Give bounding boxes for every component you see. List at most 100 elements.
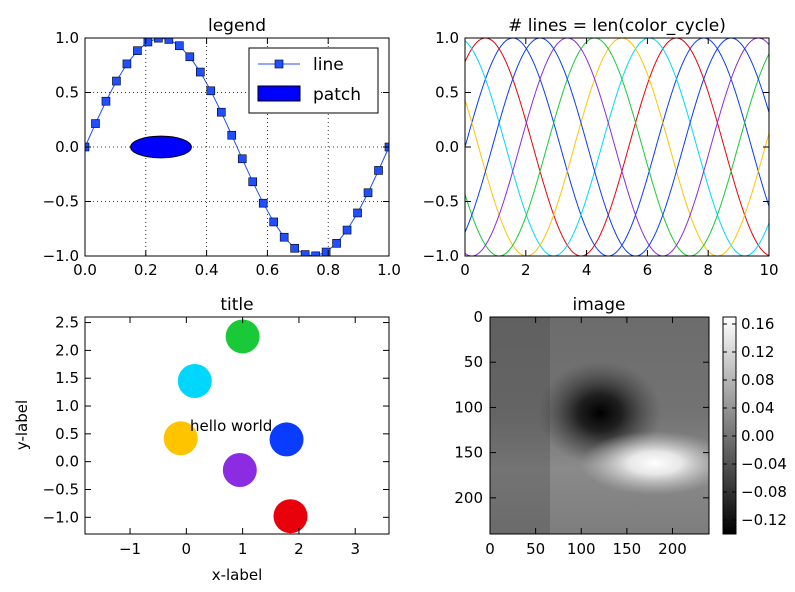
plot3-scatter-point bbox=[222, 453, 257, 488]
plot1-line-marker bbox=[300, 250, 310, 256]
plot1-ytick-label: 0.0 bbox=[55, 138, 79, 156]
plot1-line-marker bbox=[342, 225, 352, 235]
plot1-xtick-label: 1.0 bbox=[377, 261, 401, 279]
colorbar-tick-label: 0.12 bbox=[741, 343, 774, 361]
plot1-line-marker bbox=[248, 177, 258, 187]
plot3-xtick-label: 2 bbox=[294, 540, 304, 558]
plot2-xtick-label: 8 bbox=[703, 261, 713, 279]
plot1-line-marker bbox=[143, 38, 153, 47]
plot4-xtick-label: 150 bbox=[613, 540, 642, 558]
plot1-line-marker bbox=[216, 107, 226, 117]
plot4-ytick-label: 0 bbox=[473, 308, 483, 326]
plot1-line-marker bbox=[237, 154, 247, 164]
plot1-ytick-label: 1.0 bbox=[55, 29, 79, 47]
plot1-line-marker bbox=[206, 86, 216, 96]
plot3-scatter-point bbox=[163, 421, 198, 456]
plot2-series-line bbox=[465, 38, 769, 256]
legend-box bbox=[248, 47, 379, 114]
plot4-axes-frame bbox=[489, 316, 710, 535]
plot2-series-line bbox=[465, 38, 769, 256]
colorbar bbox=[722, 316, 737, 535]
legend-line-label: line bbox=[313, 55, 344, 75]
plot3-ytick-label: −0.5 bbox=[43, 480, 79, 498]
plot3-ytick-label: 2.5 bbox=[55, 314, 79, 332]
plot1-line-marker bbox=[196, 67, 205, 77]
plot3-annotation: hello world bbox=[190, 417, 272, 435]
plot2-ytick-label: 1.0 bbox=[435, 29, 459, 47]
plot2-series-line bbox=[465, 38, 769, 256]
plot4-xtick-label: 0 bbox=[485, 540, 495, 558]
legend-patch-swatch bbox=[257, 85, 301, 102]
plot4-ytick-label: 200 bbox=[454, 489, 483, 507]
plot2-xtick-label: 4 bbox=[582, 261, 592, 279]
plot3-ytick-label: 1.5 bbox=[55, 369, 79, 387]
plot4-ytick-label: 100 bbox=[454, 398, 483, 416]
plot1-line-marker bbox=[133, 46, 142, 55]
plot1-ytick-label: −0.5 bbox=[43, 193, 79, 211]
colorbar-tick-label: −0.12 bbox=[741, 511, 787, 529]
plot4-title: image bbox=[573, 295, 626, 315]
plot1-line-marker bbox=[101, 96, 111, 106]
legend-line-marker bbox=[274, 59, 284, 69]
plot3-scatter-point bbox=[225, 319, 260, 354]
plot2-series-line bbox=[465, 38, 769, 256]
plot2-series-line bbox=[465, 38, 769, 256]
scatter-plot: title −1 0 1 2 3 2.5 2.0 1.5 1.0 0.5 0.0 −0.5 −1.0 h… bbox=[13, 295, 390, 584]
plot2-title: # lines = len(color_cycle) bbox=[508, 16, 726, 36]
plot4-ytick-label: 50 bbox=[464, 353, 483, 371]
plot1-title: legend bbox=[208, 16, 266, 36]
plot4-xtick-label: 200 bbox=[658, 540, 687, 558]
plot2-series-line bbox=[465, 38, 769, 256]
colorbar-tick-label: 0.16 bbox=[741, 315, 774, 333]
plot3-scatter-point bbox=[273, 499, 308, 534]
plot1-ytick-label: −1.0 bbox=[43, 247, 79, 265]
plot1-line-marker bbox=[91, 119, 100, 128]
colorbar-tick-label: −0.08 bbox=[741, 483, 787, 501]
plot3-ytick-label: −1.0 bbox=[43, 508, 79, 526]
plot2-ytick-label: 0.0 bbox=[435, 138, 459, 156]
plot2-ytick-label: 0.5 bbox=[435, 84, 459, 102]
plot4-ytick-label: 150 bbox=[454, 444, 483, 462]
plot3-xtick-label: 3 bbox=[350, 540, 360, 558]
plot3-xtick-label: −1 bbox=[119, 540, 141, 558]
plot1-line-marker bbox=[175, 41, 184, 51]
plot3-axes-frame bbox=[84, 316, 390, 535]
plot3-scatter-point bbox=[177, 363, 212, 398]
plot1-line-marker bbox=[269, 217, 278, 227]
plot1-line-marker bbox=[363, 188, 373, 198]
plot1-xtick-label: 0.4 bbox=[195, 261, 219, 279]
colorbar-tick-label: 0.00 bbox=[741, 427, 774, 445]
plot2-series-line bbox=[465, 38, 769, 256]
plot4-xtick-label: 100 bbox=[567, 540, 596, 558]
heatmap-maximum-blob bbox=[580, 431, 709, 495]
plot3-ytick-label: 1.0 bbox=[55, 397, 79, 415]
plot1-line-marker bbox=[112, 76, 121, 86]
plot3-ylabel: y-label bbox=[13, 400, 31, 450]
legend-patch-label: patch bbox=[313, 85, 361, 105]
plot3-ytick-label: 0.0 bbox=[55, 453, 79, 471]
plot1-line-marker bbox=[279, 232, 289, 242]
plot1-line-marker bbox=[122, 59, 132, 69]
plot3-xtick-label: 0 bbox=[182, 540, 192, 558]
plot1-line-marker bbox=[258, 198, 268, 208]
plot2-ytick-label: −1.0 bbox=[423, 247, 459, 265]
colorbar-tick-label: 0.08 bbox=[741, 371, 774, 389]
plot3-xtick-label: 1 bbox=[238, 540, 248, 558]
plot1-legend: line patch bbox=[248, 47, 379, 114]
plot3-title: title bbox=[220, 295, 253, 315]
colorbar-tick-label: 0.04 bbox=[741, 399, 774, 417]
plot1-ellipse-patch bbox=[130, 135, 192, 159]
plot3-xlabel: x-label bbox=[212, 566, 263, 584]
plot2-ytick-label: −0.5 bbox=[423, 193, 459, 211]
plot3-ytick-label: 0.5 bbox=[55, 425, 79, 443]
plot2-xtick-label: 6 bbox=[643, 261, 653, 279]
plot2-axes-frame bbox=[464, 37, 770, 257]
plot1-xtick-label: 0.2 bbox=[134, 261, 158, 279]
heatmap-image bbox=[490, 317, 709, 534]
plot1-line-marker bbox=[332, 239, 341, 248]
plot3-ytick-label: 2.0 bbox=[55, 341, 79, 359]
plot1-line-marker bbox=[290, 243, 299, 253]
plot2-xtick-label: 0 bbox=[460, 261, 470, 279]
plot1-xtick-label: 0.0 bbox=[73, 261, 97, 279]
